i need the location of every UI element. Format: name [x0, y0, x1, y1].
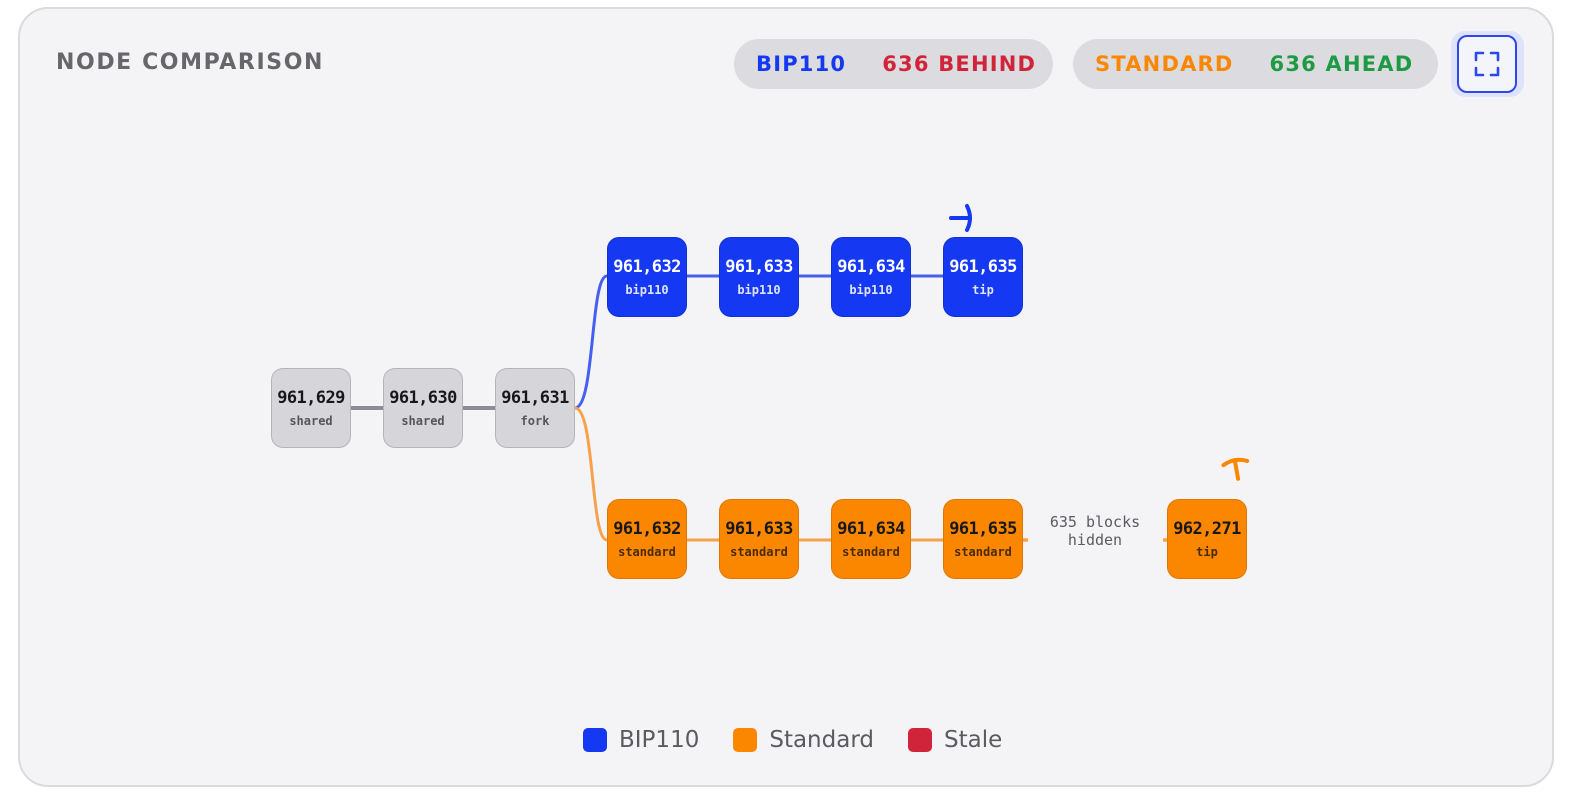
block-height: 961,634 — [837, 519, 905, 539]
legend-item-standard: Standard — [733, 727, 874, 753]
block-label: shared — [401, 414, 445, 428]
fork-curve-standard — [574, 406, 608, 542]
expand-icon — [1474, 51, 1500, 77]
legend-label: Standard — [769, 727, 874, 753]
legend-label: BIP110 — [619, 727, 700, 753]
pickaxe-icon-bip110 — [949, 204, 972, 232]
block-height: 961,635 — [949, 257, 1017, 277]
block-bip110-961632[interactable]: 961,632 bip110 — [607, 237, 687, 317]
block-height: 961,630 — [389, 388, 457, 408]
block-standard-961632[interactable]: 961,632 standard — [607, 499, 687, 579]
block-height: 961,629 — [277, 388, 345, 408]
standard-status-pill: STANDARD 636 AHEAD — [1073, 39, 1438, 89]
block-fork-961631[interactable]: 961,631 fork — [495, 368, 575, 448]
block-label: standard — [730, 545, 788, 559]
block-label: fork — [520, 414, 550, 428]
pickaxe-icon-standard — [1221, 457, 1250, 481]
block-label: tip — [972, 283, 994, 297]
legend-swatch — [907, 728, 932, 752]
block-label: standard — [954, 545, 1012, 559]
bip110-status-label: BIP110 — [756, 52, 847, 76]
block-label: standard — [618, 545, 676, 559]
block-bip110-961634[interactable]: 961,634 bip110 — [831, 237, 911, 317]
hidden-blocks-note: 635 blocks hidden — [1036, 513, 1154, 549]
legend-item-bip110: BIP110 — [583, 727, 699, 753]
legend-item-stale: Stale — [907, 727, 1003, 753]
block-label: bip110 — [849, 283, 893, 297]
block-height: 962,271 — [1173, 519, 1241, 539]
block-standard-961634[interactable]: 961,634 standard — [831, 499, 911, 579]
block-label: standard — [842, 545, 900, 559]
block-bip110-tip[interactable]: 961,635 tip — [943, 237, 1023, 317]
block-height: 961,631 — [501, 388, 569, 408]
block-label: shared — [289, 414, 333, 428]
block-height: 961,635 — [949, 519, 1017, 539]
card-title: NODE COMPARISON — [56, 50, 325, 75]
legend-label: Stale — [943, 727, 1003, 753]
fullscreen-button-inner[interactable] — [1457, 35, 1517, 93]
block-standard-961633[interactable]: 961,633 standard — [719, 499, 799, 579]
block-label: bip110 — [625, 283, 669, 297]
block-height: 961,633 — [725, 519, 793, 539]
fork-curve-bip110 — [574, 274, 608, 410]
standard-status-value: 636 AHEAD — [1269, 52, 1414, 76]
block-shared-961630[interactable]: 961,630 shared — [383, 368, 463, 448]
block-label: tip — [1196, 545, 1218, 559]
block-bip110-961633[interactable]: 961,633 bip110 — [719, 237, 799, 317]
fullscreen-button[interactable] — [1451, 31, 1524, 97]
bip110-status-value: 636 BEHIND — [882, 52, 1037, 76]
bip110-status-pill: BIP110 636 BEHIND — [734, 39, 1053, 89]
block-height: 961,632 — [613, 519, 681, 539]
block-shared-961629[interactable]: 961,629 shared — [271, 368, 351, 448]
legend-swatch — [583, 728, 607, 752]
legend: BIP110 Standard Stale — [583, 727, 1036, 753]
block-standard-tip[interactable]: 962,271 tip — [1167, 499, 1247, 579]
block-label: bip110 — [737, 283, 781, 297]
block-height: 961,632 — [613, 257, 681, 277]
block-height: 961,634 — [837, 257, 905, 277]
block-height: 961,633 — [725, 257, 793, 277]
block-standard-961635[interactable]: 961,635 standard — [943, 499, 1023, 579]
legend-swatch — [733, 728, 758, 752]
standard-status-label: STANDARD — [1095, 52, 1234, 76]
